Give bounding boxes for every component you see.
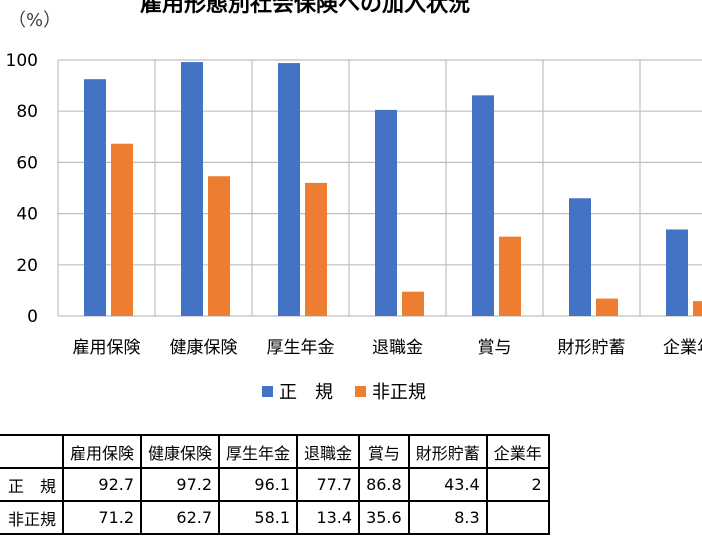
- x-tick-label: 企業年: [663, 338, 702, 358]
- legend-swatch-nonregular: [355, 385, 366, 397]
- table-cell: 2: [485, 467, 550, 502]
- table-header-cell: 財形貯蓄: [407, 434, 488, 469]
- x-tick-label: 厚生年金: [267, 338, 335, 358]
- data-table: 雇用保険 健康保険 厚生年金 退職金 賞与 財形貯蓄 企業年 正 規 92.7 …: [0, 434, 550, 535]
- bar-regular: [569, 198, 591, 316]
- table-header-cell: 賞与: [358, 434, 410, 469]
- bar-regular: [472, 95, 494, 316]
- bar-nonregular: [693, 301, 702, 316]
- bar-nonregular: [499, 236, 521, 316]
- y-tick-label: 60: [16, 153, 38, 173]
- table-row: 正 規 92.7 97.2 96.1 77.7 86.8 43.4 2: [0, 467, 550, 502]
- bar-regular: [666, 229, 688, 316]
- y-tick-label: 80: [16, 102, 38, 122]
- table-corner-cell: [0, 434, 64, 469]
- table-header-cell: 退職金: [296, 434, 361, 469]
- chart-legend: 正 規 非正規: [262, 378, 448, 404]
- table-cell: 97.2: [140, 467, 221, 502]
- bar-regular: [278, 63, 300, 317]
- legend-label-nonregular: 非正規: [372, 382, 426, 403]
- table-cell: 62.7: [140, 500, 221, 535]
- y-axis-unit: （%）: [8, 10, 62, 31]
- y-tick-label: 40: [16, 205, 38, 225]
- table-cell: 92.7: [61, 467, 143, 502]
- bar-regular: [375, 109, 397, 316]
- y-tick-label: 0: [27, 307, 38, 327]
- table-cell: 77.7: [296, 467, 361, 502]
- table-row-label: 正 規: [0, 467, 64, 502]
- legend-item-nonregular: 非正規: [355, 378, 426, 404]
- bar-nonregular: [111, 143, 133, 316]
- table-cell: 58.1: [218, 500, 299, 535]
- table-cell: [485, 500, 550, 535]
- legend-swatch-regular: [262, 385, 273, 397]
- table-row-label: 非正規: [0, 500, 64, 535]
- table-cell: 71.2: [61, 500, 143, 535]
- table-header-row: 雇用保険 健康保険 厚生年金 退職金 賞与 財形貯蓄 企業年: [0, 434, 550, 469]
- x-tick-label: 退職金: [372, 338, 423, 358]
- bar-regular: [181, 62, 203, 316]
- table-header-cell: 厚生年金: [218, 434, 299, 469]
- table-cell: 35.6: [358, 500, 410, 535]
- bar-chart: 0 20 40 60 80 100 雇用保険 健康保険 厚生年金 退職金 賞与 財形貯蓄 企業年: [6, 51, 702, 358]
- table-row: 非正規 71.2 62.7 58.1 13.4 35.6 8.3: [0, 500, 550, 535]
- table-cell: 43.4: [407, 467, 488, 502]
- bar-regular: [84, 79, 106, 316]
- legend-label-regular: 正 規: [279, 382, 333, 403]
- bar-nonregular: [305, 182, 327, 316]
- bar-nonregular: [208, 176, 230, 316]
- table-cell: 96.1: [218, 467, 299, 502]
- bar-nonregular: [402, 291, 424, 316]
- y-tick-label: 20: [16, 256, 38, 276]
- table-header-cell: 健康保険: [140, 434, 221, 469]
- x-tick-label: 雇用保険: [73, 338, 141, 358]
- x-tick-label: 健康保険: [170, 338, 238, 358]
- table-cell: 86.8: [358, 467, 410, 502]
- legend-item-regular: 正 規: [262, 378, 333, 404]
- x-tick-label: 財形貯蓄: [558, 338, 626, 358]
- x-tick-label: 賞与: [478, 338, 512, 358]
- table-cell: 8.3: [407, 500, 488, 535]
- bar-nonregular: [596, 298, 618, 316]
- chart-title: 雇用形態別社会保険への加入状況: [140, 0, 471, 17]
- table-header-cell: 雇用保険: [61, 434, 143, 469]
- table-header-cell: 企業年: [485, 434, 550, 469]
- y-tick-label: 100: [6, 51, 38, 71]
- table-cell: 13.4: [296, 500, 361, 535]
